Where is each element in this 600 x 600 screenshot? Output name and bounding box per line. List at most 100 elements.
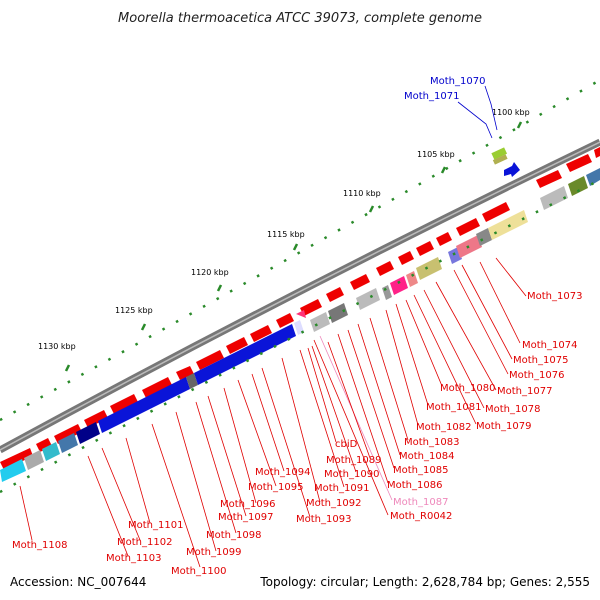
gene-label-moth-1092[interactable]: Moth_1092 <box>306 498 361 509</box>
gene-moth-1070-block[interactable] <box>492 154 508 165</box>
gene-block-grey[interactable] <box>540 186 568 210</box>
gene-label-moth-1091[interactable]: Moth_1091 <box>314 483 369 494</box>
gene-label-moth-1071[interactable]: Moth_1071 <box>404 91 459 102</box>
gene-label-moth-1075[interactable]: Moth_1075 <box>513 355 568 366</box>
connector-moth-1074 <box>479 261 521 344</box>
gene-block-steel[interactable] <box>58 433 78 453</box>
gene-arrow[interactable] <box>54 424 82 444</box>
gene-arrow[interactable] <box>300 299 322 316</box>
gene-arrow[interactable] <box>276 313 294 328</box>
kbp-label-1120: 1120 kbp <box>191 268 229 277</box>
tick-1105 <box>440 166 447 174</box>
gene-arrow[interactable] <box>436 232 452 246</box>
gene-label-moth-1097[interactable]: Moth_1097 <box>218 512 273 523</box>
gene-arrow[interactable] <box>536 170 562 188</box>
gene-block-grey[interactable] <box>356 288 380 310</box>
gene-label-moth-1076[interactable]: Moth_1076 <box>509 370 564 381</box>
connector-moth-1078 <box>423 289 485 409</box>
gene-block-olive[interactable] <box>568 176 588 196</box>
gene-block-magenta[interactable] <box>390 276 408 295</box>
gene-block-navy[interactable] <box>76 422 100 444</box>
gene-block-salmon[interactable] <box>406 271 418 287</box>
connector-moth-1094 <box>251 373 285 472</box>
connector-moth-1086 <box>337 333 389 484</box>
gene-label-moth-1082[interactable]: Moth_1082 <box>416 422 471 433</box>
gene-block-khaki[interactable] <box>488 210 528 240</box>
gene-label-moth-1077[interactable]: Moth_1077 <box>497 386 552 397</box>
gene-arrow[interactable] <box>350 274 370 290</box>
gene-label-moth-1089[interactable]: Moth_1089 <box>326 455 381 466</box>
gene-arrow[interactable] <box>398 251 414 265</box>
gene-label-moth-1100[interactable]: Moth_1100 <box>171 566 226 577</box>
kbp-label-1115: 1115 kbp <box>267 230 305 239</box>
gene-arrow[interactable] <box>0 448 33 470</box>
gene-label-moth-r0042[interactable]: Moth_1087 <box>393 497 448 508</box>
gene-label-moth-1078[interactable]: Moth_1078 <box>485 404 540 415</box>
gene-block-pink[interactable] <box>296 310 306 318</box>
connector-moth-1095 <box>237 379 277 487</box>
connector-moth-1070 <box>484 85 498 131</box>
gene-label-moth-1096[interactable]: Moth_1096 <box>220 499 275 510</box>
gene-block-rose[interactable] <box>456 235 482 258</box>
gene-arrow[interactable] <box>566 154 592 172</box>
gene-label-moth-1079[interactable]: Moth_1079 <box>476 421 531 432</box>
gene-label-moth-1090[interactable]: Moth_1090 <box>324 469 379 480</box>
gene-label-moth-1108[interactable]: Moth_1108 <box>12 540 67 551</box>
gene-label-cbid[interactable]: cbiD <box>335 439 358 450</box>
gene-block-steel[interactable] <box>586 168 600 186</box>
gene-label-moth-1086[interactable]: Moth_1086 <box>387 480 442 491</box>
connector-moth-1093 <box>261 367 311 518</box>
gene-arrow[interactable] <box>456 218 480 236</box>
gene-label-moth-1084[interactable]: Moth_1084 <box>399 451 454 462</box>
gene-arrow[interactable] <box>326 287 344 302</box>
gene-arrow[interactable] <box>142 377 172 398</box>
gene-label-moth-1080[interactable]: Moth_1080 <box>440 383 495 394</box>
gene-label-moth-1099[interactable]: Moth_1099 <box>186 547 241 558</box>
gene-arrow[interactable] <box>110 394 138 414</box>
gene-label-moth-1073[interactable]: Moth_1073 <box>527 291 582 302</box>
gene-label-moth-1081[interactable]: Moth_1081 <box>426 402 481 413</box>
gene-label-moth-1103[interactable]: Moth_1103 <box>106 553 161 564</box>
connector-moth-1097 <box>207 395 247 517</box>
gene-block-grey[interactable] <box>310 312 330 332</box>
gene-block-grey[interactable] <box>382 285 392 300</box>
gene-arrow[interactable] <box>594 147 600 158</box>
connector-moth-1089 <box>327 341 371 459</box>
gene-block-grey[interactable] <box>328 303 348 323</box>
gene-arrow[interactable] <box>250 325 272 342</box>
gene-label-moth-1083[interactable]: Moth_1083 <box>404 437 459 448</box>
gene-arrow[interactable] <box>416 241 434 256</box>
gene-blue-arrow[interactable] <box>504 162 520 177</box>
gene-label-moth-1087[interactable]: Moth_R0042 <box>390 511 452 522</box>
gene-label-moth-1093[interactable]: Moth_1093 <box>296 514 351 525</box>
gene-arrow[interactable] <box>196 350 224 370</box>
connector-moth-1081 <box>395 303 429 406</box>
gene-block-cyan[interactable] <box>0 459 26 482</box>
gene-label-moth-1094[interactable]: Moth_1094 <box>255 467 310 478</box>
gene-block-grey[interactable] <box>476 228 492 246</box>
gene-block-blue[interactable] <box>194 324 296 385</box>
gene-block-blue[interactable] <box>98 377 190 433</box>
gene-block-olive[interactable] <box>416 257 442 280</box>
gene-arrow[interactable] <box>226 337 248 354</box>
gene-block-grey[interactable] <box>186 373 198 389</box>
gene-moth-1071-block[interactable] <box>491 147 508 160</box>
gene-arrow[interactable] <box>36 438 52 452</box>
gene-label-moth-1101[interactable]: Moth_1101 <box>128 520 183 531</box>
connector-moth-1084 <box>357 323 401 456</box>
gene-label-moth-1098[interactable]: Moth_1098 <box>206 530 261 541</box>
gene-label-moth-1102[interactable]: Moth_1102 <box>117 537 172 548</box>
gene-label-moth-1095[interactable]: Moth_1095 <box>248 482 303 493</box>
reverse-genes <box>0 168 600 482</box>
gene-arrow[interactable] <box>84 410 108 428</box>
gene-block-cyan[interactable] <box>42 442 60 461</box>
gene-arrow[interactable] <box>482 202 510 222</box>
connector-moth-1090 <box>311 345 357 473</box>
gene-label-moth-1074[interactable]: Moth_1074 <box>522 340 577 351</box>
gene-label-moth-1085[interactable]: Moth_1085 <box>393 465 448 476</box>
gene-arrow[interactable] <box>376 261 394 276</box>
gene-arrow[interactable] <box>176 366 194 380</box>
gene-block-grey[interactable] <box>24 450 44 470</box>
gene-label-moth-1070[interactable]: Moth_1070 <box>430 76 485 87</box>
topology-text: Topology: circular; Length: 2,628,784 bp… <box>259 575 590 589</box>
